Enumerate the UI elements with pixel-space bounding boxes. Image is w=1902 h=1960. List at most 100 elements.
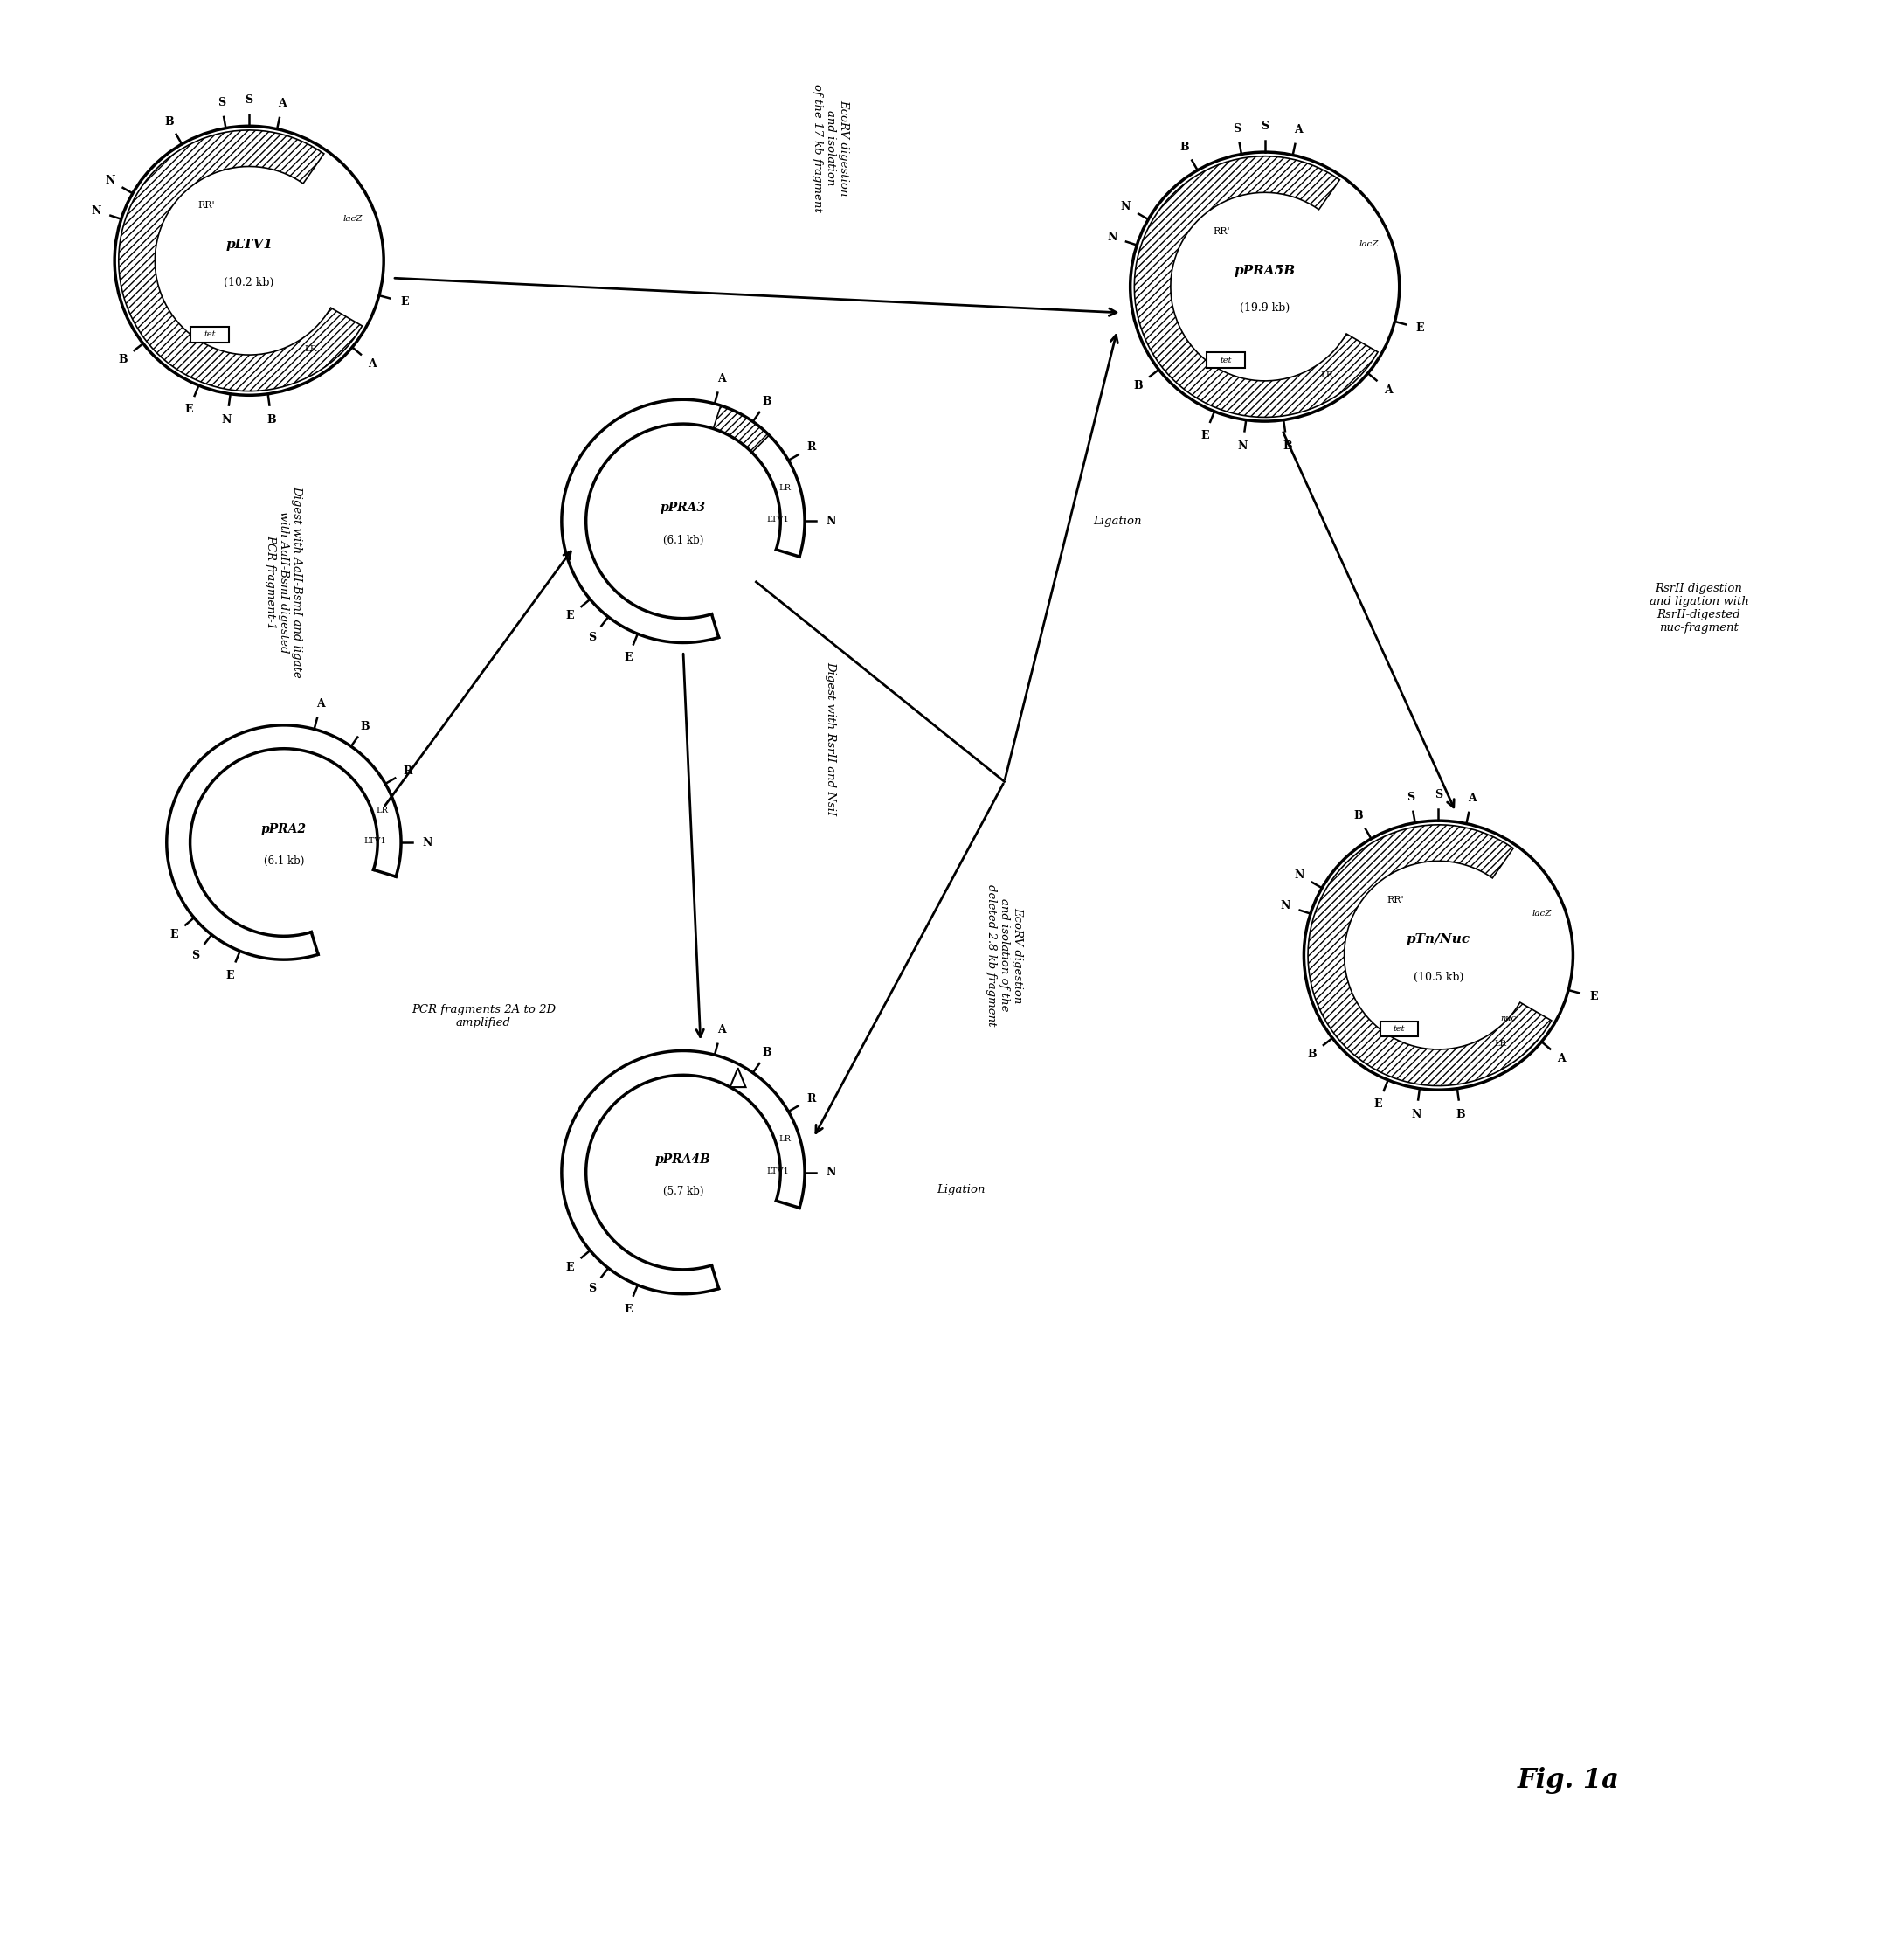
Text: B: B	[118, 355, 127, 365]
Text: B: B	[763, 1047, 772, 1058]
Text: E: E	[1415, 323, 1425, 333]
Text: RsrII digestion
and ligation with
RsrII-digested
nuc-fragment: RsrII digestion and ligation with RsrII-…	[1649, 582, 1748, 633]
FancyBboxPatch shape	[190, 327, 228, 343]
Text: B: B	[359, 721, 369, 733]
Text: LR: LR	[377, 808, 388, 815]
FancyBboxPatch shape	[1381, 1021, 1419, 1037]
Text: Digest with RsrII and NsiI: Digest with RsrII and NsiI	[825, 661, 837, 815]
Text: lacZ: lacZ	[1533, 909, 1552, 917]
Text: RR': RR'	[1213, 227, 1231, 235]
Text: LTV1: LTV1	[767, 515, 789, 523]
Text: N: N	[825, 515, 835, 527]
Text: N: N	[1107, 231, 1116, 243]
Text: LTV1: LTV1	[363, 837, 386, 845]
Text: E: E	[1590, 992, 1598, 1002]
Text: RR': RR'	[1387, 896, 1404, 904]
Text: E: E	[226, 970, 234, 980]
Text: pTn/Nuc: pTn/Nuc	[1406, 933, 1470, 947]
Text: E: E	[184, 404, 194, 416]
Text: LR: LR	[1320, 370, 1333, 378]
Text: LR: LR	[1495, 1039, 1506, 1047]
Text: N: N	[1411, 1109, 1421, 1119]
Text: E: E	[624, 1303, 631, 1315]
Text: Fig. 1a: Fig. 1a	[1518, 1766, 1621, 1793]
Text: B: B	[1179, 141, 1189, 153]
Text: S: S	[1232, 123, 1240, 133]
Text: A: A	[717, 1023, 727, 1035]
Text: (6.1 kb): (6.1 kb)	[264, 857, 304, 866]
Text: S: S	[588, 1284, 597, 1294]
Text: (6.1 kb): (6.1 kb)	[664, 535, 704, 547]
Text: tet: tet	[204, 331, 215, 339]
Text: E: E	[399, 296, 409, 308]
Text: LR: LR	[304, 345, 318, 353]
Text: B: B	[1307, 1049, 1316, 1060]
Text: B: B	[1354, 811, 1362, 821]
Text: pPRA5B: pPRA5B	[1234, 265, 1295, 276]
Text: E: E	[624, 653, 631, 664]
Text: pLTV1: pLTV1	[226, 239, 272, 251]
Text: N: N	[825, 1166, 835, 1178]
Text: RR': RR'	[198, 202, 215, 210]
Text: B: B	[164, 116, 173, 127]
Text: N: N	[422, 837, 432, 849]
Text: LR: LR	[778, 1135, 791, 1143]
Text: N: N	[105, 174, 114, 186]
Text: A: A	[367, 359, 377, 370]
Text: E: E	[1373, 1098, 1383, 1109]
Text: Ligation: Ligation	[1094, 515, 1141, 527]
Text: pPRA3: pPRA3	[660, 502, 706, 514]
Polygon shape	[1309, 825, 1552, 1086]
Text: R: R	[403, 764, 413, 776]
Text: S: S	[1261, 120, 1269, 131]
Polygon shape	[1134, 157, 1377, 417]
Text: R: R	[806, 1094, 816, 1103]
Text: pPRA2: pPRA2	[261, 823, 306, 835]
Text: N: N	[1280, 900, 1291, 911]
Text: A: A	[1383, 384, 1392, 396]
Text: tet: tet	[1394, 1025, 1406, 1033]
Text: PCR fragments 2A to 2D
amplified: PCR fragments 2A to 2D amplified	[411, 1004, 555, 1029]
Text: (5.7 kb): (5.7 kb)	[664, 1186, 704, 1198]
Polygon shape	[713, 406, 768, 453]
Text: S: S	[217, 96, 224, 108]
Text: Ligation: Ligation	[938, 1184, 985, 1196]
Text: nuc: nuc	[1501, 1015, 1516, 1023]
Text: lacZ: lacZ	[342, 216, 363, 223]
Text: S: S	[1434, 790, 1442, 800]
Text: S: S	[588, 631, 597, 643]
Text: B: B	[1457, 1109, 1465, 1119]
Text: S: S	[245, 94, 253, 106]
Text: E: E	[1200, 429, 1210, 441]
Text: lacZ: lacZ	[1358, 241, 1379, 249]
Text: A: A	[316, 698, 325, 710]
Text: (10.5 kb): (10.5 kb)	[1413, 972, 1463, 982]
Text: R: R	[806, 441, 816, 453]
Text: B: B	[763, 396, 772, 408]
Text: A: A	[1293, 123, 1303, 135]
Text: LTV1: LTV1	[767, 1166, 789, 1174]
Text: N: N	[91, 206, 101, 218]
Text: pPRA4B: pPRA4B	[656, 1152, 711, 1166]
Text: N: N	[1120, 200, 1130, 212]
Text: B: B	[266, 414, 276, 425]
Text: S: S	[1407, 792, 1415, 804]
Text: Digest with AaII-BsmI and ligate
with AaII-BsmI digested
PCR fragment-1: Digest with AaII-BsmI and ligate with Aa…	[264, 486, 302, 678]
Text: E: E	[567, 610, 574, 621]
Text: LR: LR	[778, 484, 791, 492]
Text: B: B	[1282, 441, 1291, 451]
Text: S: S	[192, 949, 200, 960]
Text: E: E	[169, 929, 179, 941]
Text: A: A	[278, 98, 287, 110]
Text: N: N	[223, 414, 232, 425]
Text: tet: tet	[1219, 357, 1232, 365]
Text: N: N	[1238, 441, 1248, 451]
Text: E: E	[567, 1262, 574, 1272]
Text: N: N	[1295, 870, 1305, 880]
Polygon shape	[118, 129, 361, 392]
Text: A: A	[1558, 1053, 1565, 1064]
Text: A: A	[1468, 792, 1476, 804]
Text: EcoRV digestion
and isolation of the
deleted 2.8 kb fragment: EcoRV digestion and isolation of the del…	[985, 884, 1023, 1027]
Text: (10.2 kb): (10.2 kb)	[224, 276, 274, 288]
Text: (19.9 kb): (19.9 kb)	[1240, 302, 1290, 314]
